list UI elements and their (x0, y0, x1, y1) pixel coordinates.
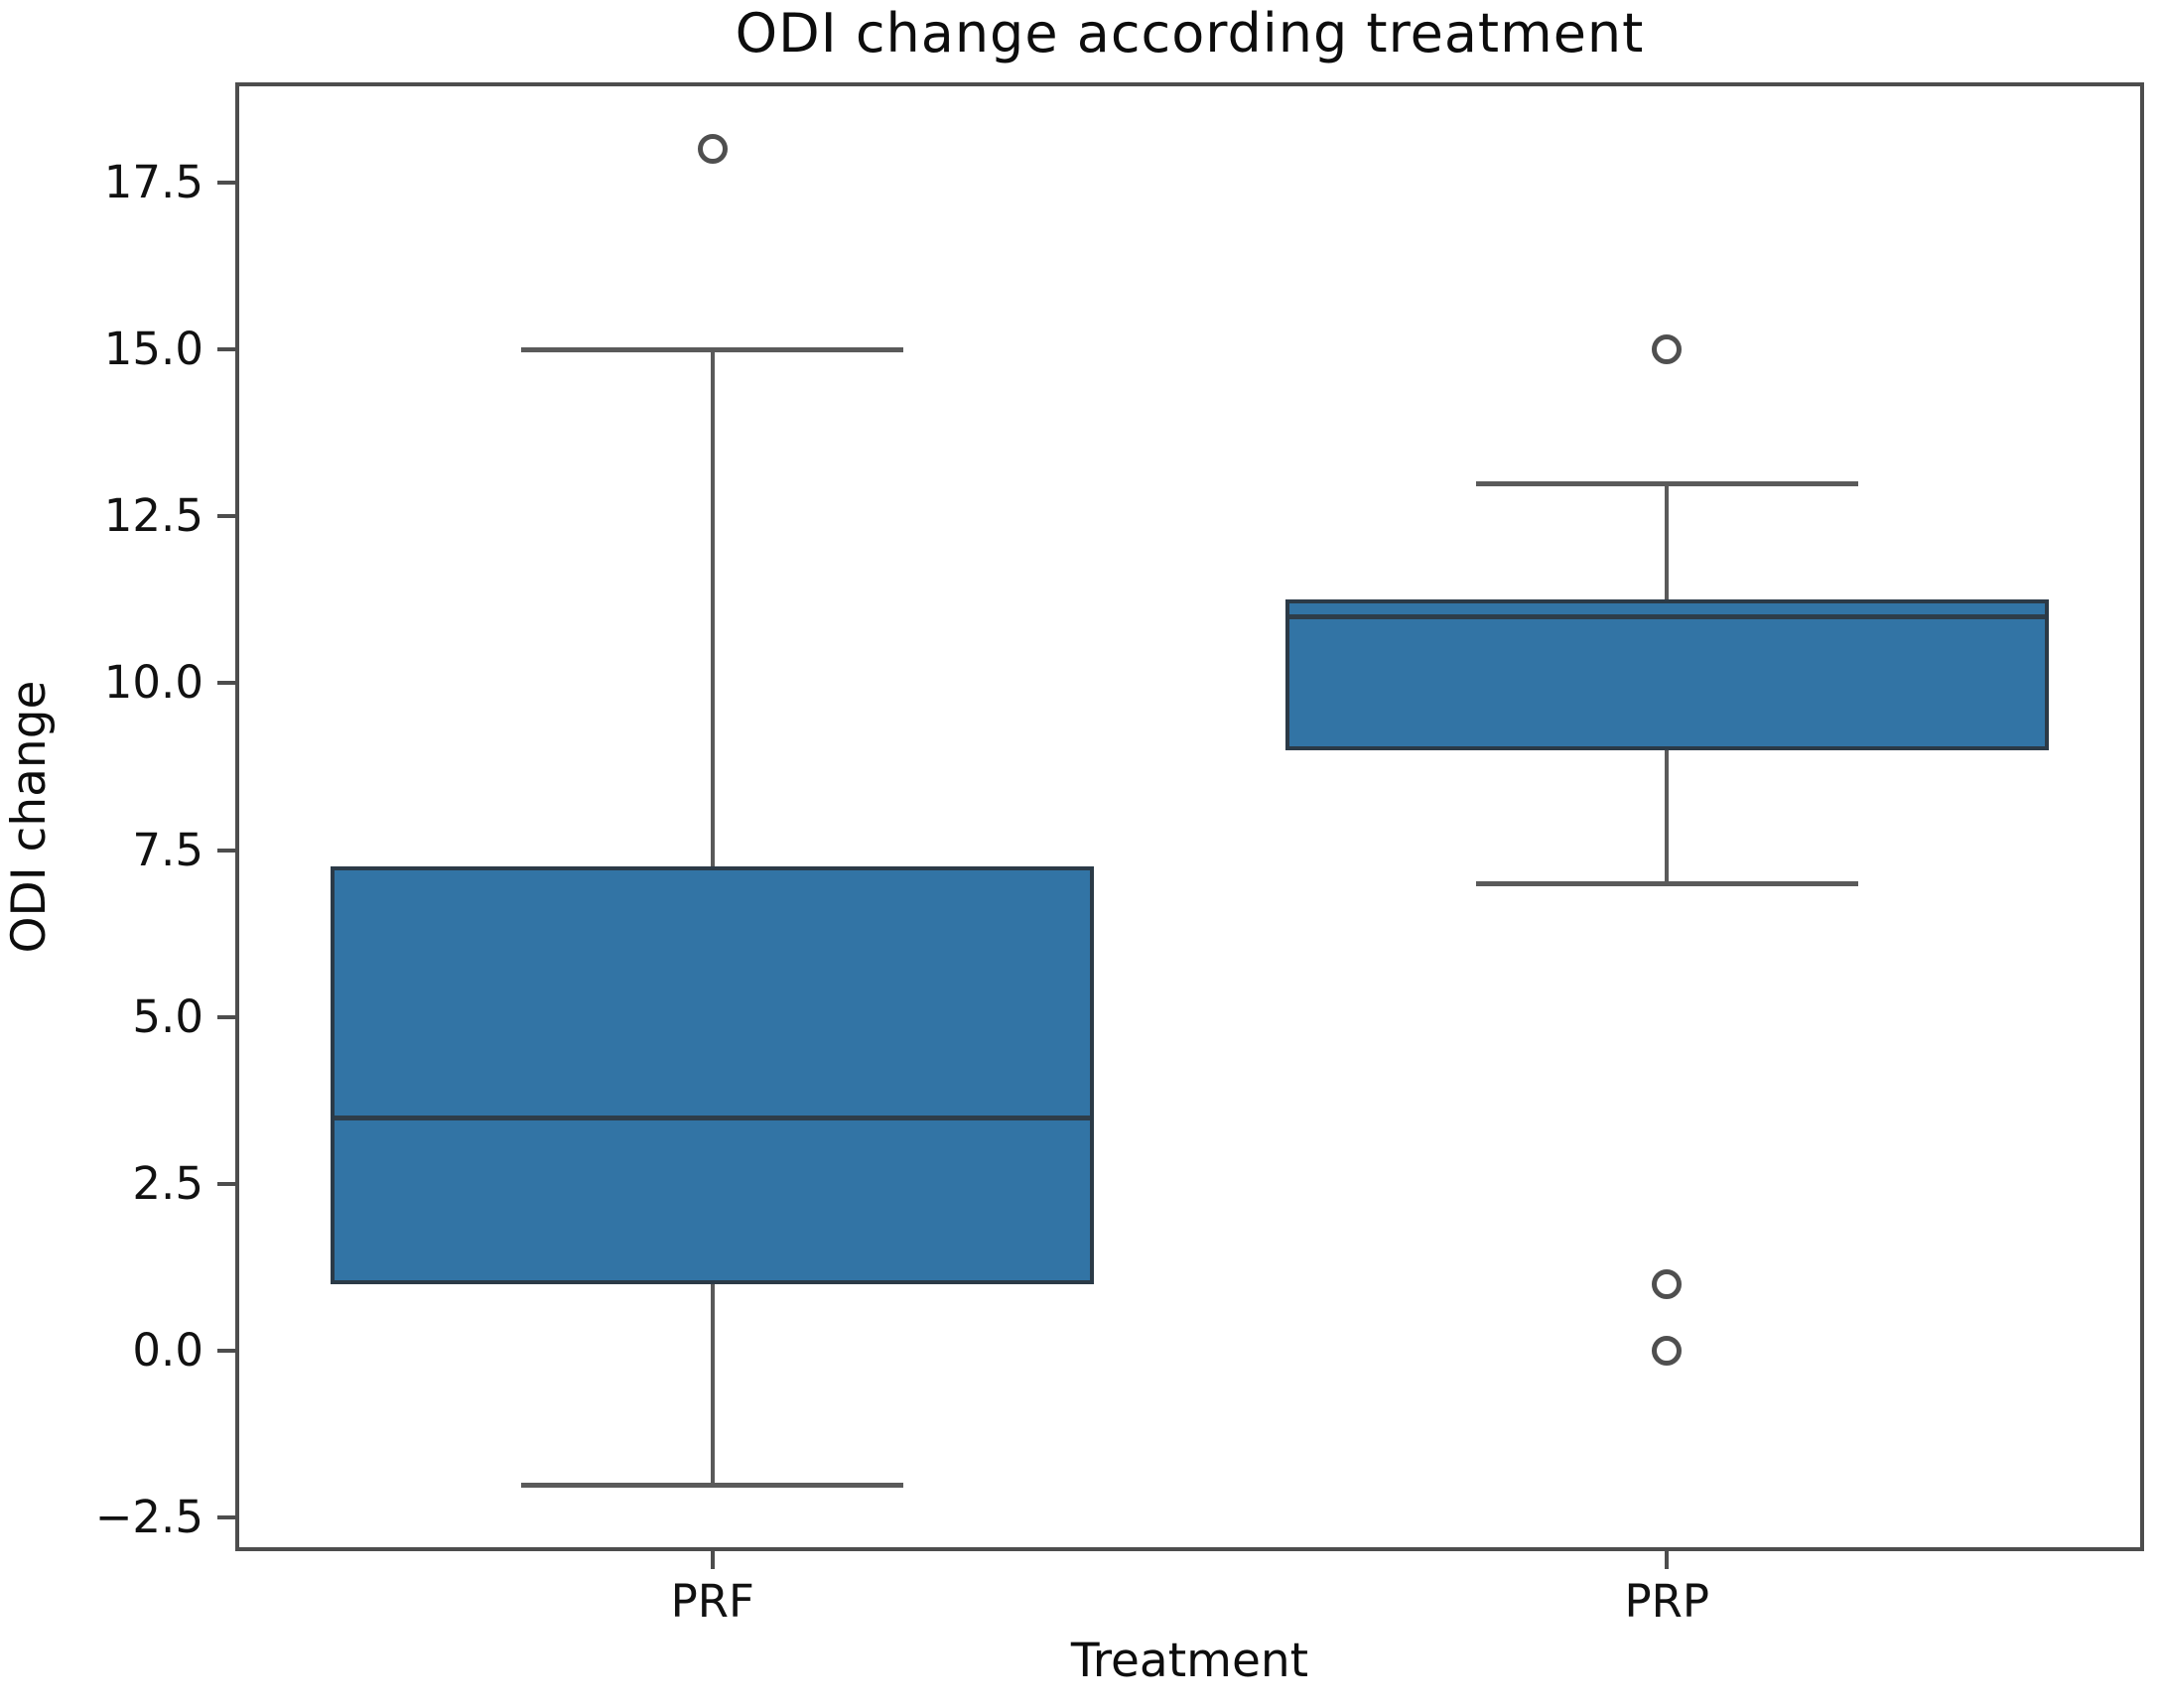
y-tick-mark (217, 681, 235, 686)
y-tick-mark (217, 1349, 235, 1354)
y-tick-label: −2.5 (94, 1491, 203, 1544)
plot-area (235, 82, 2144, 1551)
outlier-point (1652, 1336, 1683, 1367)
upper-whisker-cap (521, 347, 904, 353)
outlier-point (1652, 1268, 1683, 1299)
x-tick-label: PRF (670, 1575, 754, 1628)
y-tick-label: 17.5 (103, 155, 203, 208)
lower-whisker-cap (521, 1482, 904, 1488)
x-tick-mark (710, 1551, 715, 1569)
upper-whisker (710, 349, 715, 867)
y-tick-label: 15.0 (103, 323, 203, 376)
lower-whisker-cap (1475, 881, 1858, 887)
y-tick-mark (217, 347, 235, 352)
upper-whisker (1665, 482, 1670, 600)
y-tick-mark (217, 1182, 235, 1186)
median-line-prf (335, 1115, 1091, 1120)
box-prp (1284, 599, 2049, 750)
y-tick-label: 12.5 (103, 489, 203, 543)
y-tick-label: 0.0 (132, 1324, 203, 1378)
chart-title: ODI change according treatment (735, 2, 1645, 65)
y-tick-mark (217, 514, 235, 519)
x-tick-mark (1665, 1551, 1670, 1569)
x-axis-label: Treatment (1070, 1634, 1309, 1688)
y-tick-mark (217, 180, 235, 185)
lower-whisker (710, 1283, 715, 1485)
y-tick-mark (217, 1014, 235, 1019)
lower-whisker (1665, 749, 1670, 884)
y-tick-mark (217, 848, 235, 853)
median-line-prp (1288, 614, 2045, 620)
y-tick-label: 7.5 (132, 823, 203, 876)
upper-whisker-cap (1475, 480, 1858, 486)
outlier-point (1652, 334, 1683, 365)
box-prf (331, 866, 1095, 1284)
x-tick-label: PRP (1624, 1575, 1710, 1628)
outlier-point (697, 134, 728, 165)
y-tick-label: 2.5 (132, 1157, 203, 1210)
y-tick-mark (217, 1515, 235, 1520)
y-tick-label: 10.0 (103, 656, 203, 710)
y-tick-label: 5.0 (132, 989, 203, 1043)
